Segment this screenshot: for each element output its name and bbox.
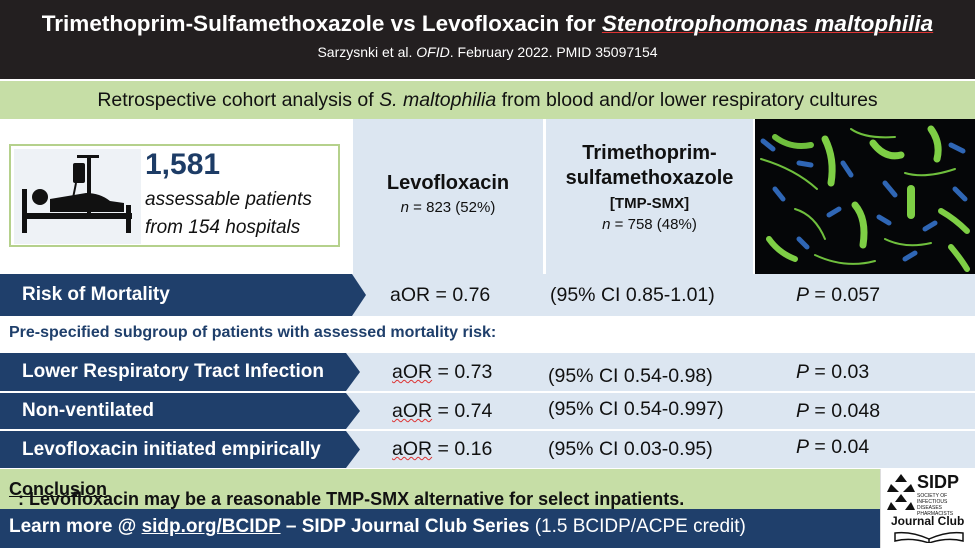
citation-journal: OFID	[416, 44, 450, 60]
subgroup-row: Lower Respiratory Tract Infection aOR = …	[0, 353, 975, 391]
subgroup-label: Lower Respiratory Tract Infection	[22, 361, 324, 382]
subgroup-row: Non-ventilated aOR = 0.74 (95% CI 0.54-0…	[0, 393, 975, 429]
subgroup-label-arrow: Levofloxacin initiated empirically	[0, 431, 360, 468]
tmp-smx-abbrev: [TMP-SMX]	[609, 195, 690, 212]
mortality-label: Risk of Mortality	[22, 284, 170, 305]
sidp-link[interactable]: sidp.org/BCIDP	[141, 516, 281, 537]
sidp-mark-icon	[887, 474, 915, 510]
subgroup-ci: (95% CI 0.54-0.98)	[548, 365, 713, 387]
logo-journal-club: Journal Club	[891, 514, 965, 528]
mortality-p: P = 0.057	[796, 284, 881, 306]
subgroup-label: Levofloxacin initiated empirically	[22, 438, 321, 460]
tmp-smx-name-line1: Trimethoprim-	[582, 142, 717, 164]
patient-count-line1: assessable patients	[145, 189, 312, 210]
bacteria-image	[755, 119, 975, 274]
footer-text: Learn more @ sidp.org/BCIDP – SIDP Journ…	[9, 516, 746, 537]
subgroup-aor: aOR = 0.74	[392, 400, 493, 422]
subgroup-p: P = 0.04	[796, 436, 870, 458]
subgroup-label: Non-ventilated	[22, 400, 154, 421]
design-prefix: Retrospective cohort analysis of	[97, 89, 380, 111]
patient-count: 1,581	[145, 148, 221, 181]
design-suffix: from blood and/or lower respiratory cult…	[496, 89, 878, 111]
page-title: Trimethoprim-Sulfamethoxazole vs Levoflo…	[0, 0, 975, 37]
levofloxacin-name: Levofloxacin	[386, 172, 510, 194]
footer-banner: Learn more @ sidp.org/BCIDP – SIDP Journ…	[0, 509, 880, 548]
levofloxacin-arm: Levofloxacin n = 823 (52%)	[353, 119, 543, 274]
sidp-journal-club-logo: SIDP SOCIETY OF INFECTIOUS DISEASES PHAR…	[880, 469, 975, 548]
patient-count-box: 1,581 assessable patients from 154 hospi…	[9, 144, 340, 247]
citation-authors: Sarzysnki et al.	[317, 44, 417, 60]
study-design-banner: Retrospective cohort analysis of S. malt…	[0, 79, 975, 119]
header-banner: Trimethoprim-Sulfamethoxazole vs Levoflo…	[0, 0, 975, 79]
design-organism: S. maltophilia	[379, 89, 497, 111]
patient-count-line2: from 154 hospitals	[145, 217, 301, 238]
mortality-label-arrow: Risk of Mortality	[0, 274, 366, 316]
tmp-smx-arm: Trimethoprim- sulfamethoxazole [TMP-SMX]…	[546, 119, 753, 274]
hospital-bed-patient-icon	[14, 149, 141, 244]
subgroup-heading-text: Pre-specified subgroup of patients with …	[9, 324, 497, 341]
subgroup-row: Levofloxacin initiated empirically aOR =…	[0, 431, 975, 468]
mortality-ci: (95% CI 0.85-1.01)	[550, 284, 715, 306]
tmp-smx-name-line2: sulfamethoxazole	[565, 167, 734, 189]
conclusion-text: Conclusion: Levofloxacin may be a reason…	[9, 479, 685, 509]
title-text: Trimethoprim-Sulfamethoxazole vs Levoflo…	[41, 11, 602, 36]
tmp-smx-n: n = 758 (48%)	[602, 216, 697, 233]
subgroup-aor: aOR = 0.16	[392, 438, 493, 460]
citation-details: . February 2022. PMID 35097154	[449, 44, 658, 60]
levofloxacin-n: n = 823 (52%)	[400, 199, 496, 216]
open-book-icon	[894, 531, 964, 543]
mortality-row: Risk of Mortality aOR = 0.76 (95% CI 0.8…	[0, 274, 975, 316]
subgroup-p: P = 0.03	[796, 361, 870, 383]
logo-society: SOCIETY OF INFECTIOUS DISEASES PHARMACIS…	[917, 493, 954, 517]
conclusion-banner: Conclusion: Levofloxacin may be a reason…	[0, 469, 880, 509]
subgroup-ci: (95% CI 0.03-0.95)	[548, 438, 713, 460]
subgroup-label-arrow: Non-ventilated	[0, 393, 360, 429]
citation: Sarzysnki et al. OFID. February 2022. PM…	[0, 44, 975, 60]
subgroup-ci: (95% CI 0.54-0.997)	[548, 398, 724, 420]
title-organism: Stenotrophomonas maltophilia	[601, 11, 934, 36]
mortality-aor: aOR = 0.76	[390, 284, 491, 306]
subgroup-p: P = 0.048	[796, 400, 881, 422]
logo-name: SIDP	[917, 472, 960, 492]
subgroup-heading: Pre-specified subgroup of patients with …	[0, 318, 975, 351]
subgroup-label-arrow: Lower Respiratory Tract Infection	[0, 353, 360, 391]
subgroup-aor: aOR = 0.73	[392, 361, 493, 383]
